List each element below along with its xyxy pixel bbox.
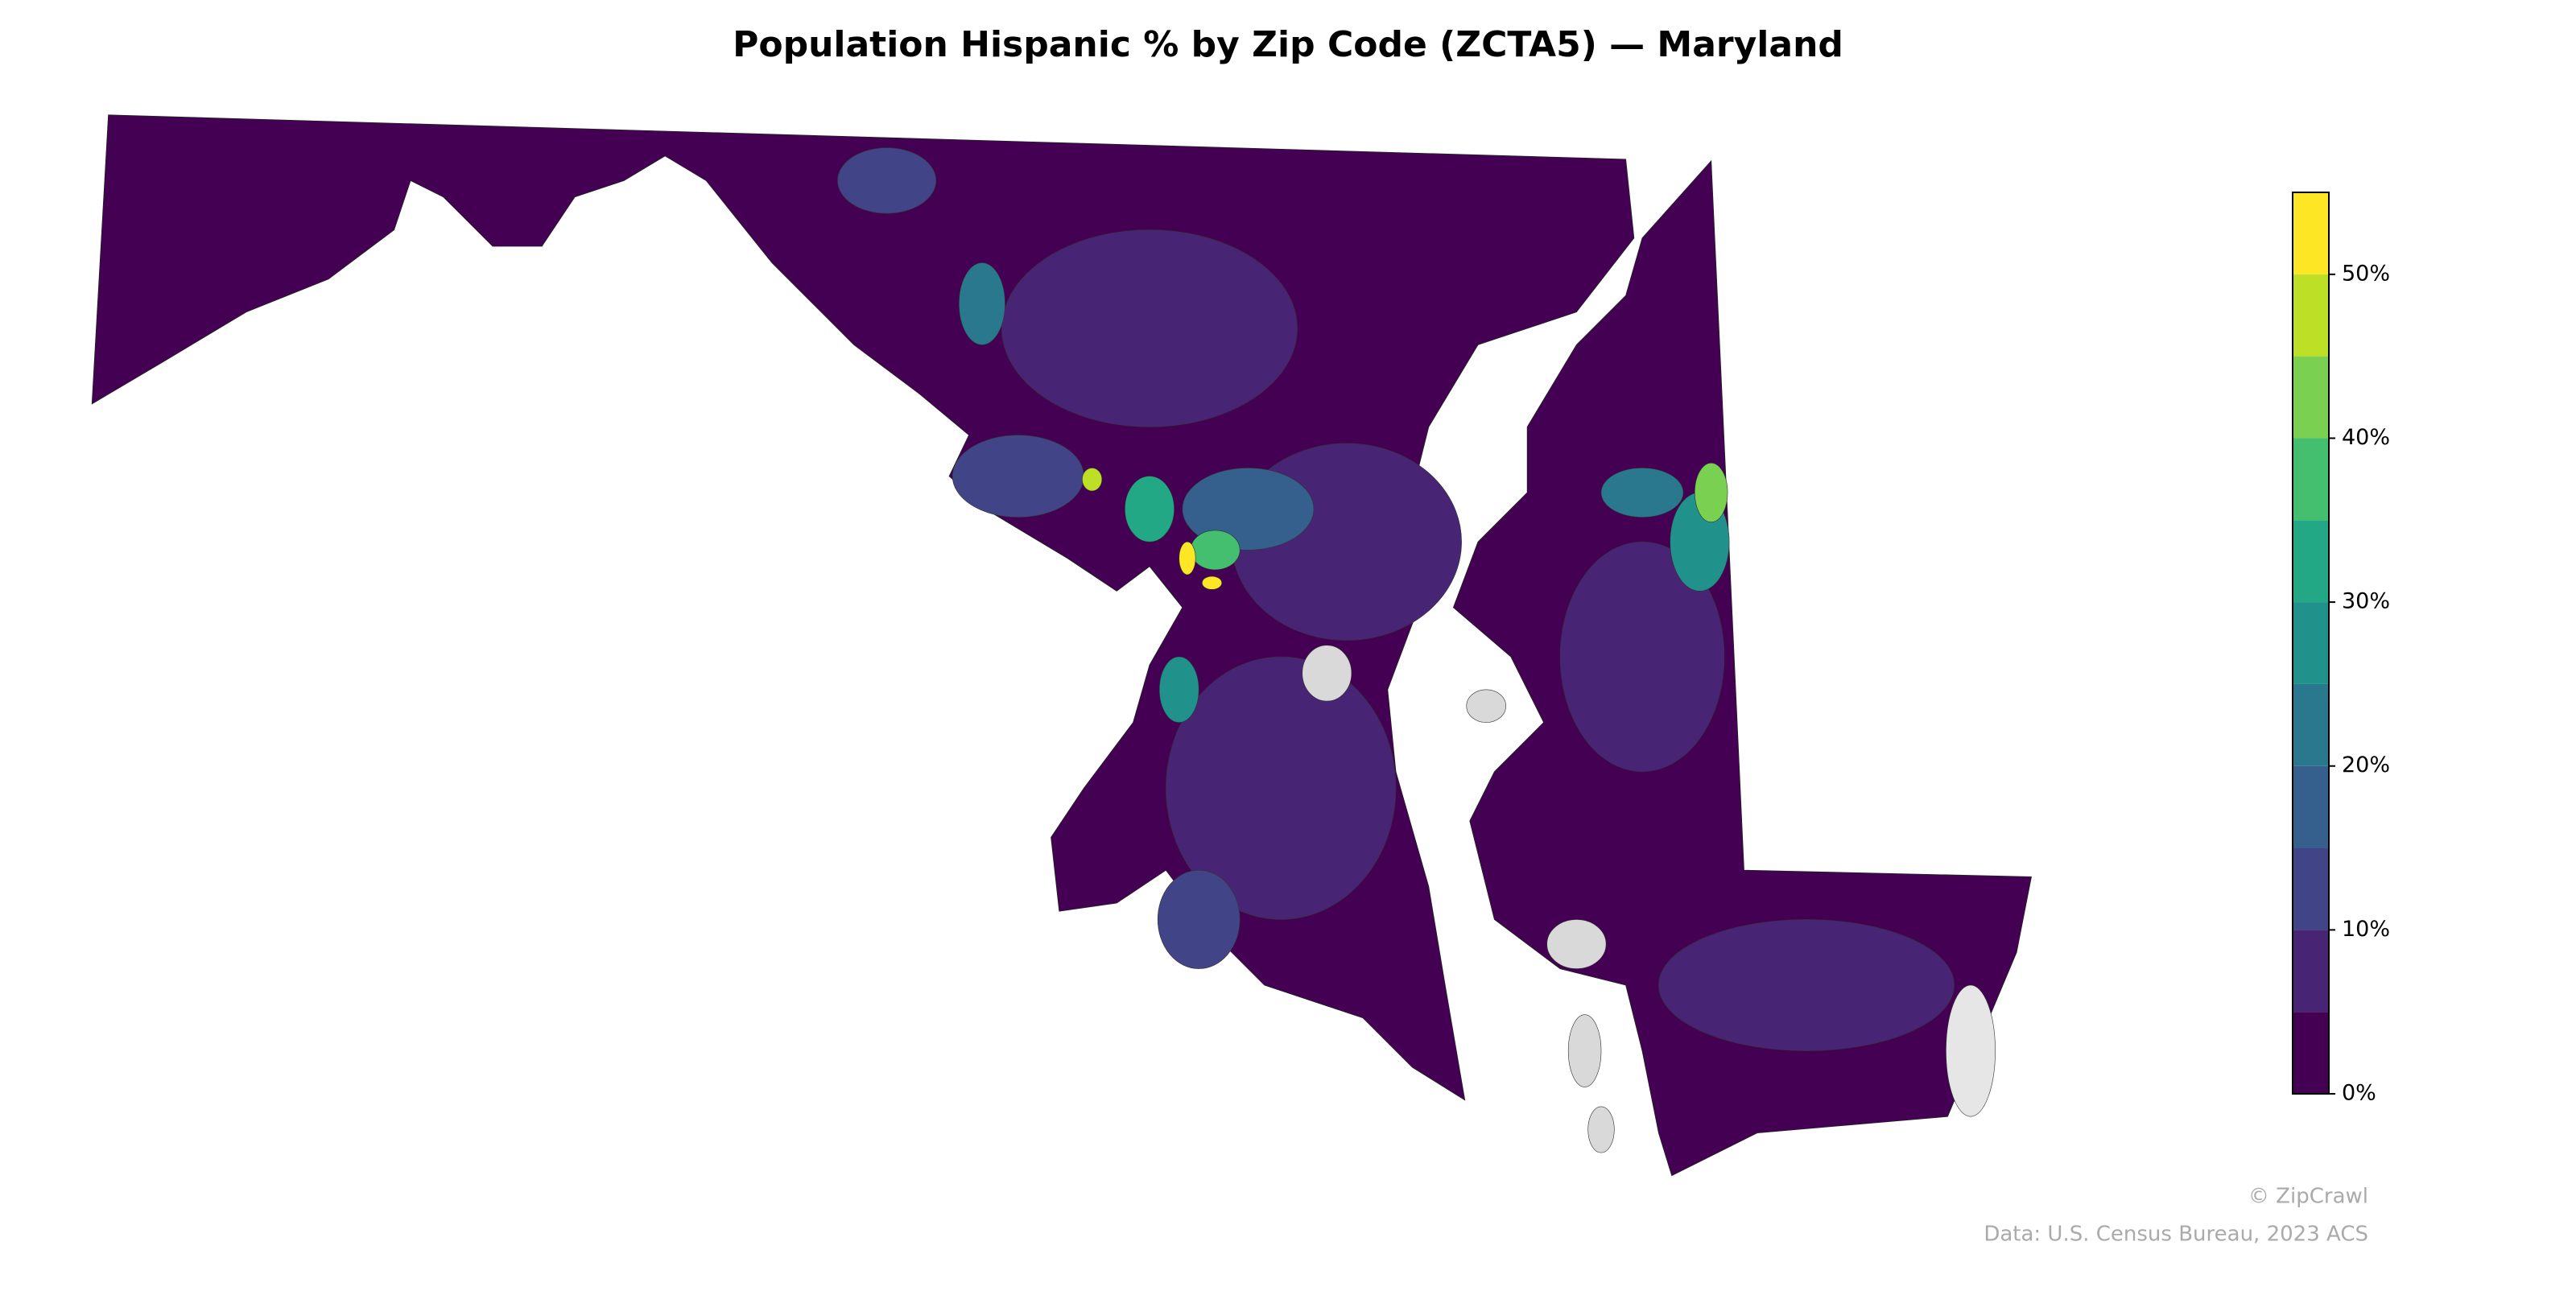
zip-area	[959, 262, 1005, 345]
no-data-area	[1587, 1106, 1615, 1153]
colorbar-tick-label: 0%	[2342, 1081, 2376, 1106]
colorbar: 0% 10% 20% 30% 40% 50%	[2292, 192, 2390, 1106]
zip-area	[952, 435, 1084, 518]
colorbar-bin	[2293, 602, 2329, 684]
zip-area	[1559, 541, 1725, 773]
no-data-area	[1946, 984, 1996, 1117]
no-data-area	[1466, 689, 1506, 723]
zip-area	[1182, 468, 1315, 551]
colorbar-bin	[2293, 683, 2329, 766]
zip-area	[1694, 462, 1728, 523]
colorbar-bin	[2293, 356, 2329, 439]
colorbar-bin	[2293, 520, 2329, 603]
zip-area	[1157, 869, 1241, 969]
eastern-shore	[1452, 159, 2032, 1177]
map	[91, 114, 2032, 1177]
colorbar-tick-label: 30%	[2342, 589, 2390, 614]
colorbar-tick-label: 10%	[2342, 917, 2390, 942]
zip-area	[1001, 229, 1298, 427]
colorbar-bin	[2293, 930, 2329, 1013]
zip-area	[1125, 476, 1174, 542]
colorbar-frame	[2292, 192, 2330, 1095]
credit: © ZipCrawl	[2248, 1185, 2368, 1209]
zip-area	[1190, 530, 1241, 571]
colorbar-bin	[2293, 438, 2329, 521]
source: Data: U.S. Census Bureau, 2023 ACS	[1984, 1223, 2368, 1247]
zip-area	[837, 147, 937, 214]
zip-area	[1658, 919, 1955, 1051]
colorbar-tick-label: 20%	[2342, 753, 2390, 777]
zip-area	[1158, 656, 1199, 723]
no-data-area	[1302, 645, 1352, 702]
map-title: Population Hispanic % by Zip Code (ZCTA5…	[733, 24, 1843, 65]
colorbar-bin	[2293, 192, 2329, 274]
zip-area	[1600, 468, 1684, 518]
zip-area	[1201, 575, 1223, 590]
no-data-area	[1567, 1014, 1602, 1087]
zip-area	[1166, 656, 1397, 920]
colorbar-bin	[2293, 848, 2329, 930]
colorbar-bin	[2293, 765, 2329, 848]
zip-area	[1179, 541, 1196, 575]
colorbar-bin	[2293, 1012, 2329, 1094]
no-data-area	[1546, 919, 1607, 969]
zip-area	[1082, 468, 1103, 492]
colorbar-tick-label: 40%	[2342, 425, 2390, 450]
zip-areas	[837, 147, 1996, 1153]
colorbar-bin	[2293, 274, 2329, 357]
colorbar-tick-label: 50%	[2342, 261, 2390, 286]
